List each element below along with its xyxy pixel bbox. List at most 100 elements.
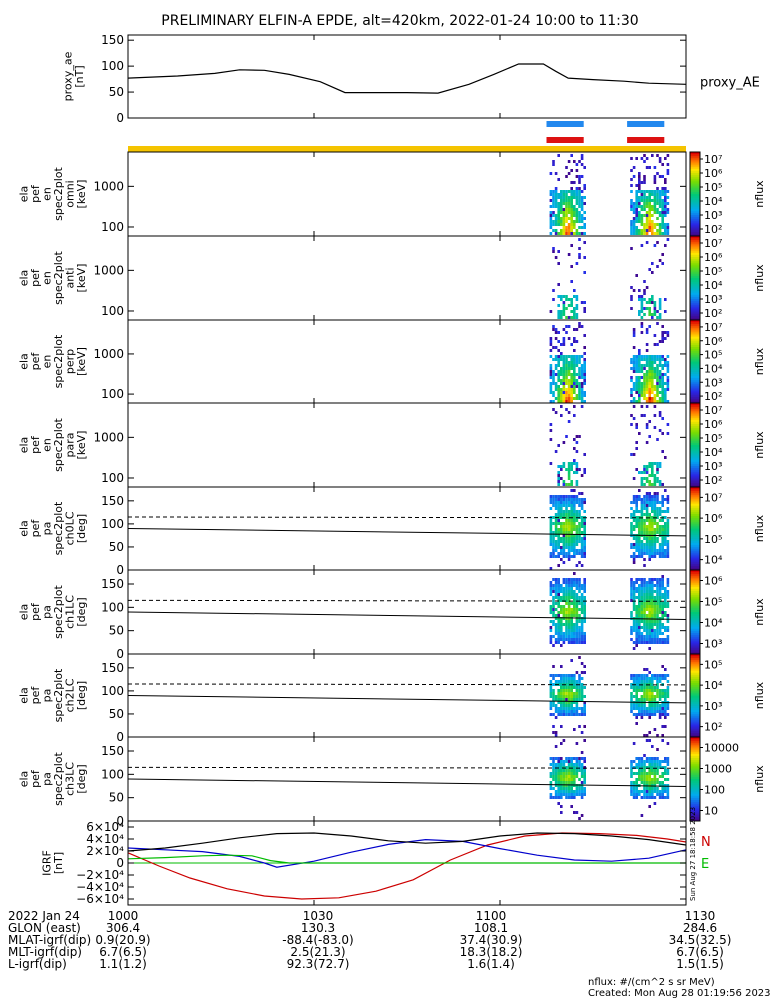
colorbar-tick-label: 10⁷ [704, 237, 722, 250]
spectrogram-cell [653, 355, 657, 358]
spectrogram-cell [638, 790, 641, 793]
spectrogram-cell [640, 214, 644, 217]
spectrogram-cell [635, 581, 638, 584]
spectrogram-cell [580, 540, 584, 543]
spectrogram-cell [575, 304, 579, 307]
spectrogram-cell [640, 480, 644, 483]
spectrogram-cell [666, 229, 670, 232]
spectrogram-cell [653, 787, 657, 790]
spectrogram-cell [580, 397, 584, 400]
spectrogram-cell [552, 163, 555, 166]
series-line [127, 832, 687, 852]
colorbar-segment [690, 415, 700, 419]
spectrogram-cell [578, 211, 581, 214]
plot-title: PRELIMINARY ELFIN-A EPDE, alt=420km, 202… [161, 13, 638, 29]
spectrogram-cell [549, 388, 553, 391]
spectrogram-cell [656, 590, 659, 593]
colorbar-tick-label: 10² [704, 721, 722, 734]
colorbar-segment [690, 507, 700, 511]
spectrogram-cell [580, 474, 584, 477]
spectrogram-cell [656, 217, 659, 220]
spectrogram-cell [570, 217, 573, 220]
colorbar-segment [690, 793, 700, 797]
y-tick-label: 50 [109, 791, 124, 805]
spectrogram-cell [666, 501, 670, 504]
spectrogram-cell [562, 543, 566, 546]
spectrogram-cell [630, 361, 633, 364]
spectrogram-cell [580, 635, 584, 638]
spectrogram-cell [580, 531, 584, 534]
spectrogram-cell [658, 361, 662, 364]
spectrogram-cell [661, 531, 664, 534]
spectrogram-cell [567, 796, 571, 799]
y-axis-label: pef [29, 268, 42, 287]
spectrogram-cell [651, 208, 654, 211]
spectrogram-cell [643, 414, 646, 417]
spectrogram-cell [648, 614, 651, 617]
spectrogram-cell [664, 707, 667, 710]
spectrogram-cell [658, 623, 662, 626]
spectrogram-cell [664, 713, 667, 716]
panel-frame [127, 653, 687, 738]
y-axis-label: pa [40, 689, 53, 703]
spectrogram-cell [567, 620, 571, 623]
spectrogram-cell [575, 689, 579, 692]
spectrogram-cell [573, 641, 576, 644]
spectrogram-cell [664, 689, 667, 692]
spectrogram-cell [570, 590, 573, 593]
spectrogram-cell [640, 364, 644, 367]
spectrogram-cell [580, 220, 584, 223]
y-tick-label: 100 [101, 220, 124, 234]
spectrogram-cell [570, 202, 573, 205]
spectrogram-cell [640, 775, 644, 778]
colorbar-segment [690, 526, 700, 529]
spectrogram-cell [661, 400, 664, 403]
spectrogram-cell [560, 695, 563, 698]
spectrogram-cell [656, 376, 659, 379]
spectrogram-cell [635, 605, 638, 608]
spectrogram-cell [575, 397, 579, 400]
spectrogram-cell [632, 680, 636, 683]
spectrogram-cell [643, 292, 646, 295]
spectrogram-cell [560, 584, 563, 587]
spectrogram-cell [567, 202, 571, 205]
spectrogram-cell [554, 223, 558, 226]
spectrogram-cell [656, 495, 659, 498]
spectrogram-cell [562, 307, 566, 310]
spectrogram-cell [570, 641, 573, 644]
spectrogram-cell [565, 531, 568, 534]
spectrogram-cell [554, 584, 558, 587]
spectrogram-cell [570, 629, 573, 632]
spectrogram-cell [560, 394, 563, 397]
spectrogram-cell [565, 516, 568, 519]
spectrogram-cell [648, 546, 651, 549]
spectrogram-cell [658, 211, 662, 214]
spectrogram-cell [656, 734, 659, 737]
footer-value: 1130 [684, 909, 716, 923]
spectrogram-cell [645, 766, 649, 769]
spectrogram-cell [562, 391, 566, 394]
spectrogram-cell [573, 674, 576, 677]
spectrogram-cell [552, 590, 555, 593]
spectrogram-cell [567, 778, 571, 781]
spectrogram-cell [656, 510, 659, 513]
spectrogram-cell [640, 578, 644, 581]
spectrogram-cell [643, 683, 646, 686]
spectrogram-cell [640, 483, 644, 486]
colorbar-tick-label: 10² [704, 307, 722, 320]
spectrogram-cell [635, 376, 638, 379]
spectrogram-cell [557, 262, 560, 265]
spectrogram-cell [578, 677, 581, 680]
spectrogram-cell [658, 590, 662, 593]
y-axis-label: spec2plot [52, 501, 65, 555]
spectrogram-cell [643, 382, 646, 385]
colorbar-segment [690, 597, 700, 600]
spectrogram-cell [643, 623, 646, 626]
spectrogram-cell [640, 707, 644, 710]
spectrogram-cell [560, 400, 563, 403]
spectrogram-cell [567, 385, 571, 388]
colorbar-label: nflux [753, 431, 766, 459]
spectrogram-cell [583, 525, 586, 528]
spectrogram-cell [580, 766, 584, 769]
spectrogram-cell [653, 546, 657, 549]
